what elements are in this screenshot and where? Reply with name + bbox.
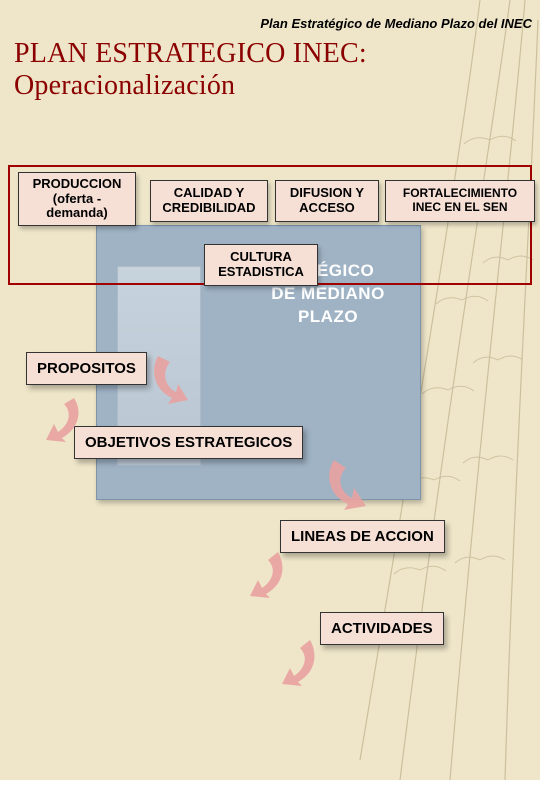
flow-propositos: PROPOSITOS xyxy=(26,352,147,385)
arrow-icon xyxy=(234,548,290,602)
arrow-icon xyxy=(148,350,206,406)
arrow-icon xyxy=(322,454,382,512)
pillar-produccion-l3: demanda) xyxy=(33,206,122,221)
flow-objetivos: OBJETIVOS ESTRATEGICOS xyxy=(74,426,303,459)
title-line-2: Operacionalización xyxy=(14,70,367,102)
header-text: Plan Estratégico de Mediano Plazo del IN… xyxy=(0,16,540,31)
pillar-difusion-l1: DIFUSION Y xyxy=(290,186,364,201)
arrow-icon xyxy=(266,636,322,690)
pillar-produccion: PRODUCCION (oferta - demanda) xyxy=(18,172,136,226)
title-line-1: PLAN ESTRATEGICO INEC: xyxy=(14,38,367,70)
pillar-cultura-l2: ESTADISTICA xyxy=(218,265,304,280)
pillar-calidad-l2: CREDIBILIDAD xyxy=(162,201,255,216)
flow-lineas: LINEAS DE ACCION xyxy=(280,520,445,553)
pillar-difusion: DIFUSION Y ACCESO xyxy=(275,180,379,222)
pillar-fortalecimiento: FORTALECIMIENTO INEC EN EL SEN xyxy=(385,180,535,222)
panel-text-l2: DE MEDIANO xyxy=(243,283,413,306)
pillar-fortalecimiento-l2: INEC EN EL SEN xyxy=(403,201,517,215)
page-title: PLAN ESTRATEGICO INEC: Operacionalizació… xyxy=(14,38,367,102)
arrow-icon xyxy=(32,394,84,444)
pillar-calidad: CALIDAD Y CREDIBILIDAD xyxy=(150,180,268,222)
pillar-cultura-l1: CULTURA xyxy=(218,250,304,265)
pillar-difusion-l2: ACCESO xyxy=(290,201,364,216)
flow-actividades: ACTIVIDADES xyxy=(320,612,444,645)
panel-text-l3: PLAZO xyxy=(243,306,413,329)
pillar-produccion-l2: (oferta - xyxy=(33,192,122,207)
pillar-calidad-l1: CALIDAD Y xyxy=(162,186,255,201)
pillar-cultura: CULTURA ESTADISTICA xyxy=(204,244,318,286)
pillar-fortalecimiento-l1: FORTALECIMIENTO xyxy=(403,187,517,201)
pillar-produccion-l1: PRODUCCION xyxy=(33,177,122,192)
